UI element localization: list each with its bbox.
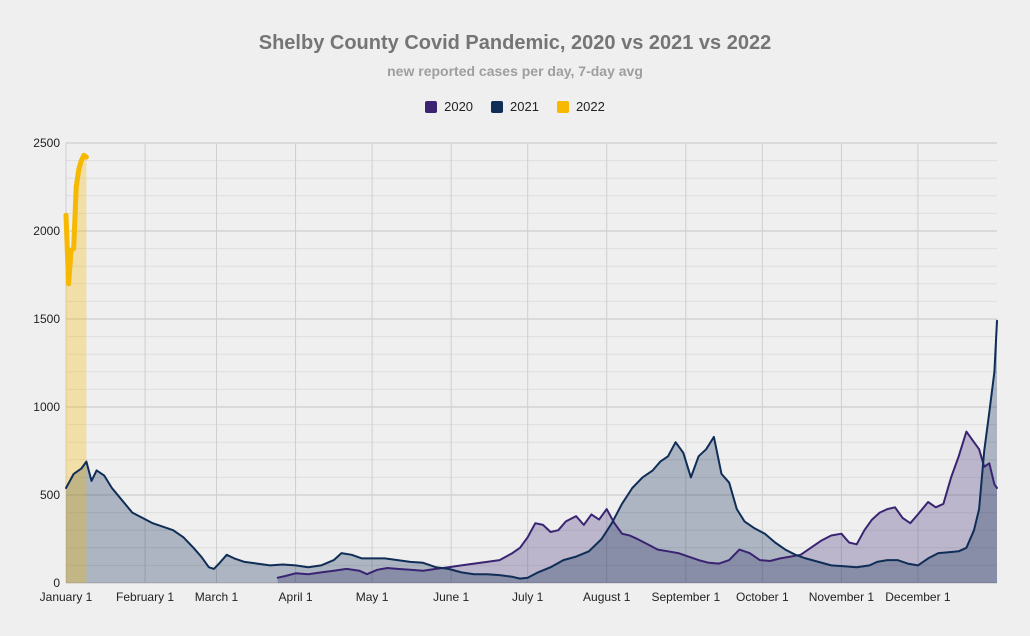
- y-tick-label: 2000: [33, 224, 60, 238]
- y-tick-label: 1500: [33, 312, 60, 326]
- x-tick-label: March 1: [195, 590, 239, 604]
- x-tick-label: July 1: [512, 590, 544, 604]
- x-tick-label: November 1: [809, 590, 875, 604]
- chart-title: Shelby County Covid Pandemic, 2020 vs 20…: [258, 32, 772, 54]
- series-area-2021: [66, 320, 997, 583]
- x-tick-label: June 1: [433, 590, 469, 604]
- x-tick-label: January 1: [40, 590, 93, 604]
- legend-label-2022: 2022: [575, 99, 605, 114]
- x-tick-label: August 1: [583, 590, 631, 604]
- series-line-2020: [276, 430, 998, 579]
- legend-item-2020[interactable]: 2020: [425, 99, 473, 114]
- y-tick-label: 2500: [33, 136, 60, 150]
- y-tick-label: 1000: [33, 400, 60, 414]
- series-areas: [66, 155, 997, 584]
- y-axis-ticks: 0 500 1000 1500 2000 2500: [33, 136, 60, 590]
- chart-legend: 2020 2021 2022: [0, 99, 1030, 114]
- x-tick-label: December 1: [885, 590, 951, 604]
- legend-label-2021: 2021: [510, 99, 539, 114]
- grid-lines: [65, 142, 997, 584]
- legend-swatch-2021: [491, 100, 504, 113]
- legend-swatch-2022: [556, 100, 569, 113]
- y-tick-label: 0: [53, 576, 60, 590]
- x-tick-label: September 1: [651, 590, 720, 604]
- legend-swatch-2020: [425, 100, 438, 113]
- x-tick-label: April 1: [279, 590, 313, 604]
- legend-item-2021[interactable]: 2021: [491, 99, 539, 114]
- legend-item-2022[interactable]: 2022: [556, 99, 605, 114]
- series-line-2021: [65, 319, 998, 580]
- x-axis-ticks: January 1 February 1 March 1 April 1 May 1 Ju…: [40, 590, 951, 604]
- series-lines: [63, 152, 998, 580]
- x-tick-label: October 1: [736, 590, 789, 604]
- series-line-2022: [63, 152, 89, 287]
- chart-subtitle: new reported cases per day, 7-day avg: [387, 63, 643, 79]
- series-area-2020: [277, 431, 997, 583]
- x-tick-label: February 1: [116, 590, 174, 604]
- x-tick-label: May 1: [356, 590, 389, 604]
- legend-label-2020: 2020: [444, 99, 474, 114]
- y-tick-label: 500: [40, 488, 60, 502]
